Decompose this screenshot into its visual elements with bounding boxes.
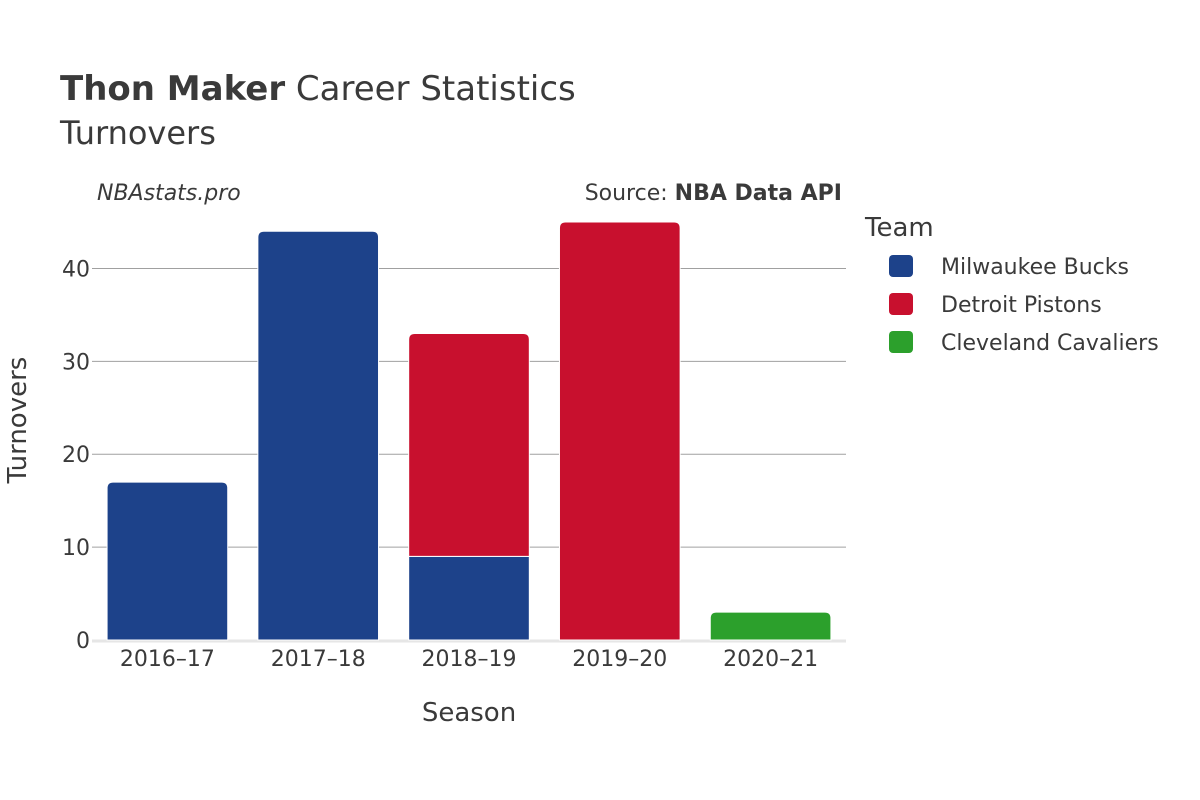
y-tick-layer: 0 10 20 30 40 bbox=[62, 257, 90, 654]
x-tick-label: 2017–18 bbox=[271, 647, 366, 672]
y-tick-label: 30 bbox=[62, 350, 90, 375]
legend-layer: Milwaukee Bucks Detroit Pistons Cleveland … bbox=[889, 255, 1159, 356]
legend-label: Detroit Pistons bbox=[941, 293, 1102, 318]
legend-swatch bbox=[889, 331, 913, 353]
legend-title: Team bbox=[864, 213, 934, 243]
chart-title-rest: Career Statistics bbox=[285, 69, 576, 109]
legend-swatch bbox=[889, 293, 913, 315]
bar-segment bbox=[558, 221, 681, 641]
y-tick-label: 0 bbox=[76, 629, 90, 654]
y-tick-label: 20 bbox=[62, 443, 90, 468]
bar-segment bbox=[709, 611, 832, 641]
legend-swatch bbox=[889, 255, 913, 277]
source-credit: Source: NBA Data API bbox=[585, 181, 842, 206]
x-tick-label: 2016–17 bbox=[120, 647, 215, 672]
x-tick-label: 2019–20 bbox=[572, 647, 667, 672]
x-tick-label: 2018–19 bbox=[422, 647, 517, 672]
chart-title-player: Thon Maker bbox=[60, 69, 285, 109]
x-tick-label: 2020–21 bbox=[723, 647, 818, 672]
site-credit: NBAstats.pro bbox=[97, 181, 241, 206]
y-tick-label: 40 bbox=[62, 257, 90, 282]
source-prefix: Source: bbox=[585, 181, 675, 206]
bar-segment bbox=[408, 332, 530, 557]
source-name: NBA Data API bbox=[675, 181, 842, 206]
legend-label: Milwaukee Bucks bbox=[941, 255, 1129, 280]
chart-subtitle: Turnovers bbox=[59, 114, 216, 152]
x-axis-title: Season bbox=[422, 698, 516, 728]
x-tick-layer: 2016–17 2017–18 2018–19 2019–20 2020–21 bbox=[120, 647, 818, 672]
bar-layer bbox=[106, 221, 832, 641]
legend-label: Cleveland Cavaliers bbox=[941, 331, 1159, 356]
y-tick-label: 10 bbox=[62, 536, 90, 561]
y-axis-title: Turnovers bbox=[3, 357, 33, 485]
bar-segment bbox=[408, 555, 530, 641]
bar-segment bbox=[257, 230, 380, 641]
bar-segment bbox=[106, 481, 229, 641]
chart-title: Thon Maker Career Statistics bbox=[60, 69, 576, 109]
